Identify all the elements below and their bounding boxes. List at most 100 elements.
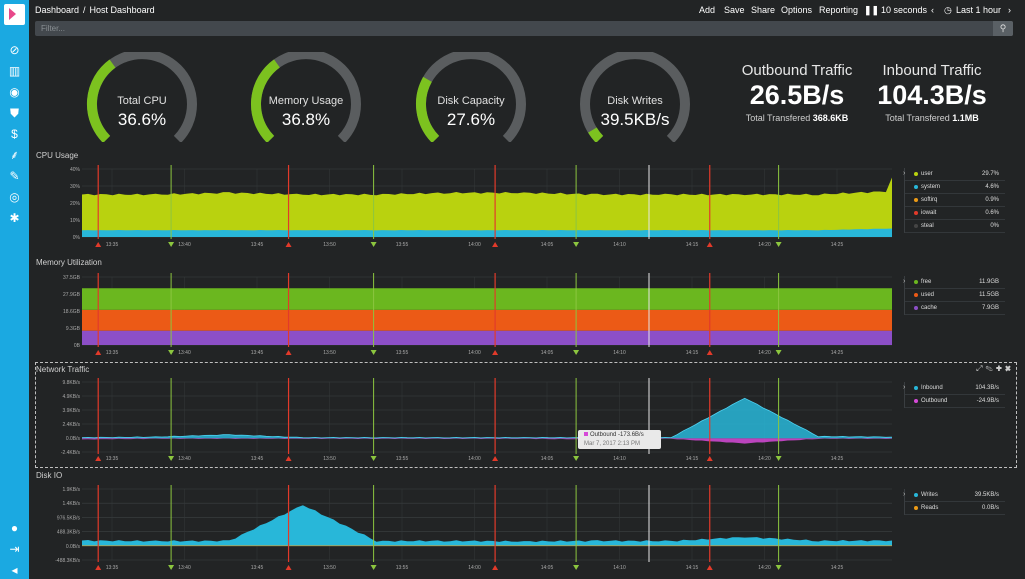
legend-item[interactable]: Outbound -24.9B/s [905, 395, 1005, 408]
metric-value: 104.3B/s [877, 80, 987, 110]
graph-icon[interactable]: ⸙ [9, 147, 19, 162]
heart-icon [168, 242, 175, 247]
legend-item[interactable]: used 11.5GB [905, 289, 1005, 302]
refresh-interval[interactable]: 10 seconds [881, 5, 928, 15]
logout-icon[interactable]: ⇥ [9, 541, 20, 556]
tooltip-series-line: Outbound -173.6B/s [584, 432, 644, 438]
add-button[interactable]: Add [699, 5, 716, 15]
disk-writes-area [82, 505, 892, 546]
legend-swatch [914, 306, 918, 310]
memory-legend: › free 11.9GB used 11.5GB cache 7.9GB [903, 276, 1005, 315]
filter-input[interactable]: Filter... [41, 24, 66, 33]
gauge-value: 39.5KB/s [600, 110, 670, 129]
eye-icon[interactable]: ◎ [9, 189, 20, 204]
chevron-right-icon[interactable]: › [903, 278, 906, 285]
gear-icon[interactable]: ✱ [9, 210, 20, 225]
x-tick-label: 13:50 [323, 242, 336, 248]
breadcrumb-dashboard[interactable]: Dashboard [35, 5, 80, 15]
legend-item[interactable]: › Inbound 104.3B/s [903, 382, 1005, 395]
disk-io-chart[interactable]: 1.9KB/s 1.4KB/s 976.5KB/s 488.3KB/s 0.0B/s -4… [52, 484, 897, 576]
legend-item[interactable]: › free 11.9GB [903, 276, 1005, 289]
panel-tools[interactable]: ⤢✎✚✖ [976, 364, 1014, 373]
chevron-right-icon[interactable]: › [903, 384, 906, 391]
options-button[interactable]: Options [781, 5, 813, 15]
x-tick-label: 14:10 [613, 565, 626, 571]
collapse-icon[interactable]: ◂ [11, 562, 18, 577]
chevron-left-icon[interactable]: ‹ [931, 5, 934, 15]
memory-utilization-chart[interactable]: 37.5GB 27.9GB 18.6GB 9.3GB 0B 13:35 13:40 13:45… [52, 271, 897, 359]
timelion-icon[interactable]: $ [11, 126, 18, 141]
legend-item[interactable]: softirq 0.9% [905, 194, 1005, 207]
metric-sub-label: Total Transfered [745, 113, 811, 123]
save-button[interactable]: Save [724, 5, 745, 15]
heart-icon [168, 565, 175, 570]
legend-item[interactable]: cache 7.9GB [905, 302, 1005, 315]
legend-item[interactable]: iowait 0.6% [905, 207, 1005, 220]
x-tick-label: 14:05 [541, 350, 554, 356]
warning-triangle-icon [285, 350, 292, 355]
compass-icon[interactable]: ⊘ [9, 42, 20, 57]
y-tick-label: 9.3GB [66, 326, 81, 332]
cpu-system-area [82, 228, 892, 237]
y-tick-label: 1.9KB/s [62, 487, 80, 493]
x-tick-label: 14:15 [686, 350, 699, 356]
network-traffic-chart[interactable]: 9.8KB/s 4.9KB/s 3.9KB/s 2.4KB/s 0.0B/s -2.4KB… [52, 377, 897, 465]
chevron-right-icon[interactable]: › [1008, 5, 1011, 15]
time-range-picker[interactable]: Last 1 hour [956, 5, 1002, 15]
x-tick-label: 14:05 [541, 242, 554, 248]
x-tick-label: 13:40 [178, 456, 191, 462]
legend-item[interactable]: system 4.6% [905, 181, 1005, 194]
x-tick-label: 13:35 [106, 456, 119, 462]
network-panel-selected[interactable]: ⤢✎✚✖ [35, 362, 1017, 468]
gauge-memory-usage: Memory Usage 36.8% [241, 52, 371, 142]
search-icon[interactable]: ⚲ [993, 21, 1013, 36]
warning-triangle-icon [492, 350, 499, 355]
cpu-user-area [82, 177, 892, 237]
y-tick-label: -2.4KB/s [61, 450, 81, 456]
x-tick-label: 13:40 [178, 350, 191, 356]
warning-triangle-icon [95, 565, 102, 570]
heart-icon [168, 456, 175, 461]
user-icon[interactable]: ● [10, 520, 19, 535]
warning-triangle-icon [706, 456, 713, 461]
cpu-usage-chart[interactable]: 40% 30% 20% 10% 0% 13:35 13:40 13:45 13:50 13:55 1… [52, 163, 897, 253]
x-tick-label: 13:35 [106, 565, 119, 571]
wrench-icon[interactable]: ✎ [9, 168, 20, 183]
share-button[interactable]: Share [751, 5, 776, 15]
y-tick-label: 27.9GB [63, 292, 81, 298]
chevron-right-icon[interactable]: › [903, 170, 906, 177]
x-tick-label: 14:05 [541, 565, 554, 571]
pause-icon[interactable]: ❚❚ [864, 5, 880, 15]
bar-chart-icon[interactable]: ▥ [8, 63, 21, 78]
shield-icon[interactable]: ⛊ [9, 105, 19, 120]
metric-subtitle: Total Transfered 368.6KB [712, 113, 882, 123]
app-logo[interactable] [4, 4, 25, 25]
y-tick-label: 1.4KB/s [62, 501, 80, 507]
warning-triangle-icon [492, 456, 499, 461]
x-tick-label: 13:45 [251, 350, 264, 356]
legend-name: iowait [921, 210, 937, 216]
legend-name: free [921, 279, 932, 285]
heart-icon [370, 456, 377, 461]
disk-legend: › Writes 39.5KB/s Reads 0.0B/s [903, 489, 1005, 515]
memory-cache-area [82, 330, 892, 345]
heart-icon [573, 350, 580, 355]
warning-triangle-icon [95, 350, 102, 355]
legend-swatch [914, 185, 918, 189]
legend-name: Reads [921, 505, 939, 511]
legend-item[interactable]: Reads 0.0B/s [905, 502, 1005, 515]
reporting-button[interactable]: Reporting [819, 5, 859, 15]
legend-value: 0% [990, 223, 999, 229]
dashboard-icon[interactable]: ◉ [9, 84, 20, 99]
legend-item[interactable]: › Writes 39.5KB/s [903, 489, 1005, 502]
legend-value: 4.6% [985, 184, 999, 190]
breadcrumb-separator: / [83, 5, 86, 15]
chevron-right-icon[interactable]: › [903, 491, 906, 498]
outbound-traffic-metric: Outbound Traffic 26.5B/s Total Transfere… [712, 62, 882, 123]
filter-bar[interactable]: Filter... ⚲ [35, 21, 1013, 36]
x-tick-label: 13:35 [106, 350, 119, 356]
gauge-fill [251, 59, 280, 142]
legend-item[interactable]: steal 0% [905, 220, 1005, 233]
x-tick-label: 13:50 [323, 565, 336, 571]
legend-item[interactable]: › user 29.7% [903, 168, 1005, 181]
